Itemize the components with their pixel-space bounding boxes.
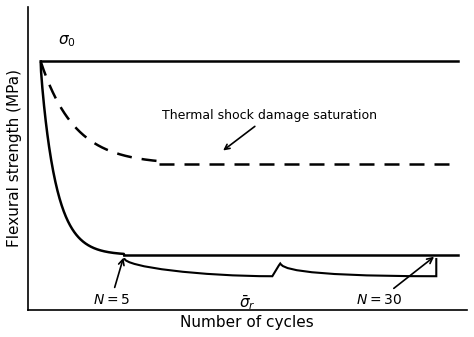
Text: $\bar{\sigma}_r$: $\bar{\sigma}_r$ xyxy=(239,293,255,312)
Text: $\sigma_0$: $\sigma_0$ xyxy=(58,34,76,49)
X-axis label: Number of cycles: Number of cycles xyxy=(181,315,314,330)
Text: Thermal shock damage saturation: Thermal shock damage saturation xyxy=(162,109,377,149)
Text: $N = 30$: $N = 30$ xyxy=(356,258,433,307)
Text: $N = 5$: $N = 5$ xyxy=(92,259,129,307)
Y-axis label: Flexural strength (MPa): Flexural strength (MPa) xyxy=(7,69,22,247)
